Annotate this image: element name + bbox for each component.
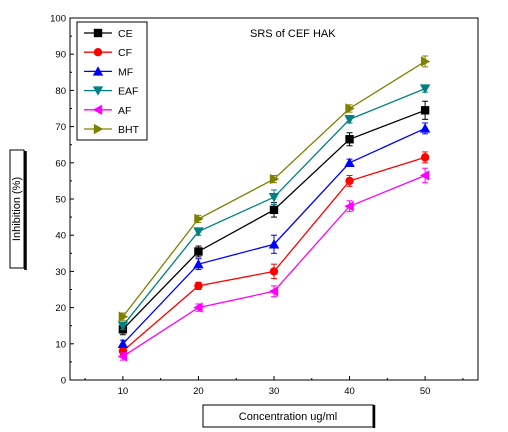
series-mf bbox=[117, 122, 431, 348]
y-tick-label: 60 bbox=[55, 158, 66, 169]
data-point bbox=[419, 123, 431, 133]
x-axis-label: Concentration ug/ml bbox=[239, 411, 337, 423]
legend-label: CF bbox=[118, 47, 132, 59]
data-point bbox=[118, 311, 129, 322]
legend-item-eaf: EAF bbox=[84, 86, 138, 98]
x-tick-label: 30 bbox=[269, 386, 280, 397]
data-point bbox=[269, 267, 279, 276]
series-line bbox=[122, 156, 426, 352]
legend-marker bbox=[93, 123, 104, 135]
data-point bbox=[420, 153, 430, 162]
x-axis-label-box: Concentration ug/ml bbox=[202, 404, 376, 428]
data-point bbox=[268, 239, 280, 249]
x-tick-label: 50 bbox=[420, 386, 431, 397]
y-tick-label: 10 bbox=[55, 339, 66, 350]
data-point bbox=[345, 135, 354, 144]
y-tick-label: 20 bbox=[55, 303, 66, 314]
y-tick-label: 30 bbox=[55, 267, 66, 278]
data-point bbox=[194, 247, 203, 256]
series-eaf bbox=[117, 84, 431, 331]
data-point bbox=[420, 106, 430, 115]
data-point bbox=[268, 192, 280, 203]
x-tick-label: 40 bbox=[344, 386, 355, 397]
data-point bbox=[344, 201, 354, 212]
legend-item-bht: BHT bbox=[84, 123, 140, 136]
legend-label: AF bbox=[118, 105, 131, 117]
data-point bbox=[117, 338, 129, 348]
data-point bbox=[344, 157, 355, 167]
legend-item-ce: CE bbox=[84, 28, 133, 40]
data-point bbox=[269, 173, 280, 185]
legend-item-cf: CF bbox=[84, 47, 132, 59]
x-tick-label: 20 bbox=[193, 386, 204, 397]
data-point bbox=[193, 258, 204, 269]
data-point bbox=[194, 213, 204, 225]
legend-label: MF bbox=[118, 66, 133, 78]
data-point bbox=[269, 205, 279, 215]
y-tick-label: 50 bbox=[55, 195, 66, 206]
data-point bbox=[194, 281, 203, 291]
legend-item-mf: MF bbox=[84, 66, 133, 78]
legend-box bbox=[76, 21, 148, 141]
chart-title: SRS of CEF HAK bbox=[250, 28, 336, 40]
data-point bbox=[193, 227, 204, 237]
y-axis-label-box: Inhibition (%) bbox=[9, 149, 27, 270]
legend-item-af: AF bbox=[84, 104, 131, 117]
y-tick-label: 90 bbox=[55, 50, 66, 61]
legend-marker bbox=[92, 104, 103, 115]
y-tick-label: 0 bbox=[61, 376, 66, 387]
data-point bbox=[419, 170, 430, 181]
legend-marker bbox=[92, 86, 104, 96]
legend-marker bbox=[92, 66, 104, 76]
legend-marker bbox=[93, 48, 103, 57]
data-point bbox=[345, 103, 355, 114]
legend-label: CE bbox=[118, 28, 133, 40]
series-af bbox=[117, 167, 430, 362]
x-tick-label: 10 bbox=[118, 386, 129, 397]
data-point bbox=[345, 176, 354, 186]
data-point bbox=[193, 302, 203, 313]
data-point bbox=[419, 84, 431, 94]
legend-label: EAF bbox=[118, 86, 138, 98]
data-point bbox=[344, 115, 355, 125]
y-tick-label: 80 bbox=[55, 86, 66, 97]
data-point bbox=[268, 286, 279, 297]
data-point bbox=[117, 321, 129, 331]
series-layer bbox=[117, 55, 431, 362]
y-tick-label: 70 bbox=[55, 122, 66, 133]
y-tick-label: 40 bbox=[55, 231, 66, 242]
data-point bbox=[420, 56, 431, 67]
legend-label: BHT bbox=[118, 124, 140, 136]
data-point bbox=[117, 351, 128, 362]
legend-marker bbox=[93, 28, 103, 38]
axes: 0 10 20 30 40 50 60 70 80 90 100 10 20 30 40 50 bbox=[50, 14, 479, 397]
legend: CE CF MF EAF AF BHT bbox=[76, 21, 148, 141]
y-axis-label: Inhibition (%) bbox=[11, 177, 23, 241]
series-bht bbox=[118, 55, 431, 322]
y-tick-label: 100 bbox=[50, 14, 66, 25]
